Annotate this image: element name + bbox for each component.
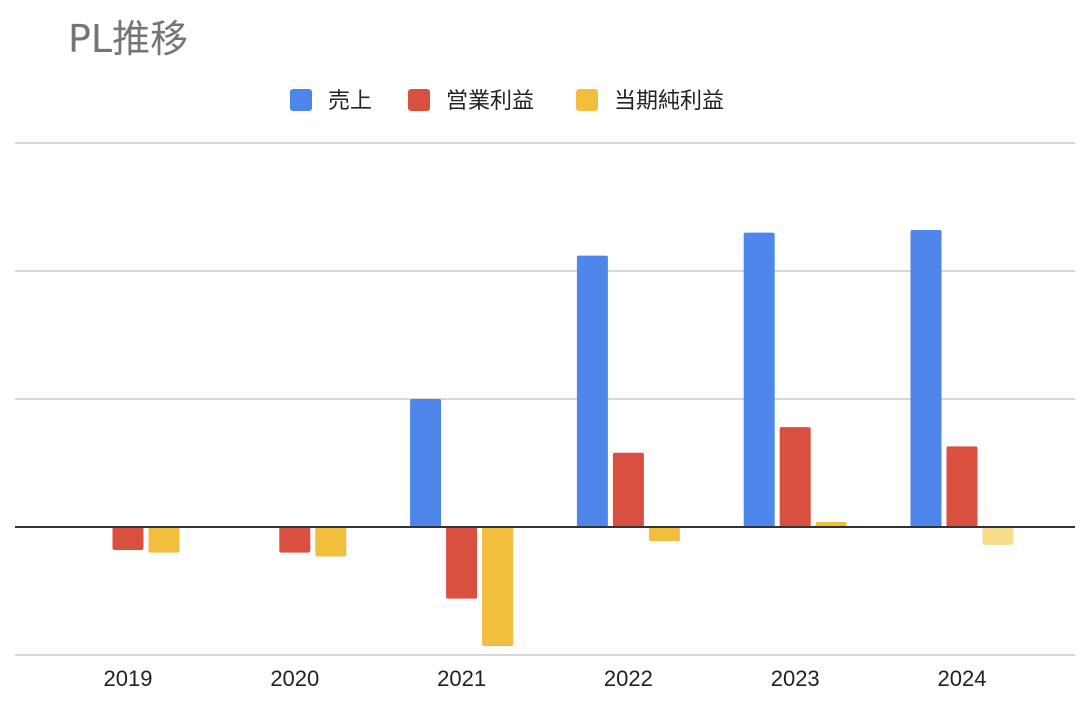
- bar-2023-2: [815, 521, 847, 527]
- bar-2022-2: [648, 527, 680, 542]
- bar-2023-0: [743, 232, 775, 527]
- bar-2021-0: [410, 399, 442, 527]
- legend-swatch-0: [290, 89, 312, 111]
- legend-swatch-2: [576, 89, 598, 111]
- x-axis-tick-labels: 2019 2020 2021 2022 2023 2024: [104, 666, 987, 691]
- bar-2023-1: [779, 427, 811, 527]
- bar-2021-2: [482, 527, 514, 647]
- bar-2024-1: [946, 446, 978, 527]
- bar-2021-1: [446, 527, 478, 599]
- x-tick-2021: 2021: [437, 666, 486, 691]
- x-tick-2023: 2023: [771, 666, 820, 691]
- x-tick-2019: 2019: [104, 666, 153, 691]
- legend-label-1: 営業利益: [446, 89, 534, 114]
- bar-2022-1: [612, 452, 644, 527]
- bar-2022-0: [576, 255, 608, 527]
- x-tick-2022: 2022: [604, 666, 653, 691]
- bar-2024-2: [982, 527, 1014, 545]
- bar-2019-2: [148, 527, 180, 553]
- bars: [112, 230, 1014, 647]
- bar-2019-1: [112, 527, 144, 551]
- legend-swatch-1: [408, 89, 430, 111]
- legend: 売上 営業利益 当期純利益: [290, 89, 724, 114]
- chart-title: PL推移: [68, 17, 188, 61]
- legend-label-2: 当期純利益: [614, 89, 724, 114]
- bar-2020-2: [315, 527, 347, 557]
- legend-label-0: 売上: [328, 89, 372, 114]
- x-tick-2020: 2020: [270, 666, 319, 691]
- bar-2024-0: [910, 230, 942, 528]
- gridlines: [15, 142, 1075, 656]
- bar-2020-1: [279, 527, 311, 553]
- x-tick-2024: 2024: [938, 666, 987, 691]
